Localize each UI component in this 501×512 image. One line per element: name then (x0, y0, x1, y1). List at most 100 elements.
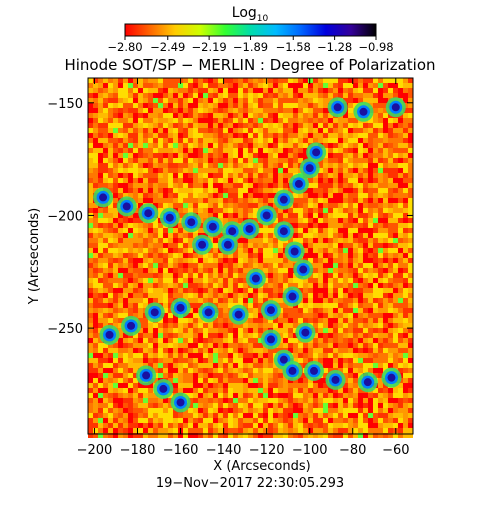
heatmap-cell (318, 298, 323, 303)
heatmap-cell (98, 123, 103, 128)
heatmap-cell (88, 373, 93, 378)
heatmap-cell (388, 123, 393, 128)
heatmap-cell (238, 388, 243, 393)
heatmap-cell (168, 138, 173, 143)
heatmap-cell (173, 428, 178, 433)
heatmap-cell (313, 358, 318, 363)
heatmap-cell (108, 88, 113, 93)
heatmap-cell (248, 193, 253, 198)
heatmap-cell (373, 358, 378, 363)
heatmap-cell (388, 403, 393, 408)
heatmap-cell (323, 418, 328, 423)
heatmap-cell (173, 133, 178, 138)
heatmap-cell (198, 163, 203, 168)
heatmap-cell (278, 278, 283, 283)
heatmap-cell (98, 93, 103, 98)
heatmap-cell (168, 398, 173, 403)
heatmap-cell (223, 98, 228, 103)
heatmap-cell (378, 168, 383, 173)
heatmap-cell (183, 433, 188, 438)
heatmap-cell (343, 148, 348, 153)
heatmap-cell (98, 338, 103, 343)
heatmap-cell (108, 298, 113, 303)
heatmap-cell (148, 288, 153, 293)
heatmap-cell (253, 183, 258, 188)
heatmap-cell (358, 148, 363, 153)
heatmap-cell (293, 88, 298, 93)
heatmap-cell (158, 88, 163, 93)
heatmap-cell (363, 213, 368, 218)
heatmap-cell (383, 203, 388, 208)
heatmap-cell (313, 78, 318, 83)
heatmap-cell (358, 393, 363, 398)
heatmap-cell (213, 398, 218, 403)
heatmap-cell (208, 368, 213, 373)
heatmap-cell (228, 108, 233, 113)
heatmap-cell (98, 388, 103, 393)
heatmap-cell (283, 418, 288, 423)
heatmap-cell (343, 83, 348, 88)
heatmap-cell (158, 138, 163, 143)
heatmap-cell (323, 313, 328, 318)
heatmap-cell (338, 408, 343, 413)
heatmap-cell (293, 103, 298, 108)
heatmap-cell (288, 423, 293, 428)
heatmap-cell (108, 303, 113, 308)
heatmap-cell (88, 273, 93, 278)
heatmap-cell (158, 368, 163, 373)
heatmap-cell (128, 413, 133, 418)
heatmap-cell (378, 103, 383, 108)
heatmap-cell (343, 413, 348, 418)
heatmap-cell (298, 353, 303, 358)
heatmap-cell (103, 173, 108, 178)
heatmap-cell (273, 188, 278, 193)
heatmap-cell (383, 108, 388, 113)
heatmap-cell (288, 283, 293, 288)
heatmap-cell (263, 253, 268, 258)
heatmap-cell (398, 348, 403, 353)
heatmap-cell (248, 428, 253, 433)
heatmap-cell (313, 243, 318, 248)
heatmap-cell (213, 258, 218, 263)
heatmap-cell (238, 203, 243, 208)
heatmap-cell (158, 93, 163, 98)
heatmap-cell (263, 198, 268, 203)
heatmap-cell (228, 88, 233, 93)
heatmap-cell (168, 308, 173, 313)
x-tick-label: −120 (249, 443, 285, 458)
heatmap-cell (88, 223, 93, 228)
network-core (288, 366, 297, 375)
heatmap-cell (373, 303, 378, 308)
heatmap-cell (258, 233, 263, 238)
heatmap-cell (253, 218, 258, 223)
heatmap-cell (88, 153, 93, 158)
heatmap-cell (343, 233, 348, 238)
heatmap-cell (153, 128, 158, 133)
heatmap-cell (148, 158, 153, 163)
y-tick-label: −250 (47, 322, 83, 337)
heatmap-cell (373, 393, 378, 398)
heatmap-cell (228, 318, 233, 323)
heatmap-cell (108, 383, 113, 388)
heatmap-cell (238, 268, 243, 273)
heatmap-cell (123, 393, 128, 398)
heatmap-cell (288, 78, 293, 83)
heatmap-cell (138, 408, 143, 413)
heatmap-cell (368, 248, 373, 253)
heatmap-cell (393, 308, 398, 313)
heatmap-cell (358, 343, 363, 348)
heatmap-cell (268, 353, 273, 358)
heatmap-cell (383, 143, 388, 148)
heatmap-cell (223, 158, 228, 163)
heatmap-cell (93, 393, 98, 398)
network-core (99, 193, 108, 202)
heatmap-cell (403, 133, 408, 138)
heatmap-cell (183, 258, 188, 263)
heatmap-cell (348, 293, 353, 298)
heatmap-cell (218, 268, 223, 273)
heatmap-cell (398, 143, 403, 148)
heatmap-cell (313, 218, 318, 223)
heatmap-cell (293, 308, 298, 313)
heatmap-cell (328, 313, 333, 318)
heatmap-cell (88, 143, 93, 148)
